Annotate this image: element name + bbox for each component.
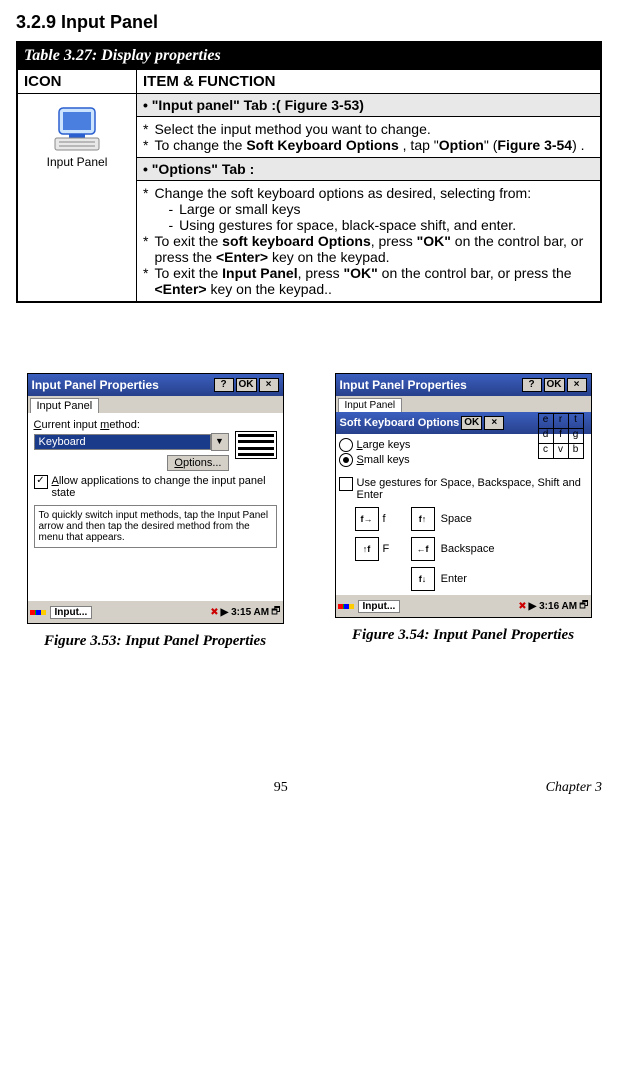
table-title: Table 3.27: Display properties [17,42,601,70]
gestures-label: Use gestures for Space, Backspace, Shift… [357,477,588,501]
help-button[interactable]: ? [214,378,234,392]
fig54-under-title: Input Panel Properties [340,378,520,392]
taskbar-button[interactable]: Input... [358,600,401,613]
fig53-tab[interactable]: Input Panel [30,398,100,413]
close-button[interactable]: × [484,416,504,430]
input-panel-tab-row: • "Input panel" Tab :( Figure 3-53) [137,94,602,117]
fig53-device: Input Panel Properties ? OK × Input Pane… [27,373,284,624]
gestures-checkbox[interactable] [339,477,353,491]
tray-icon[interactable]: ✖ [210,607,218,618]
allow-apps-checkbox[interactable]: ✓ [34,475,48,489]
fig54-title: Soft Keyboard Options [340,417,460,429]
close-button[interactable]: × [259,378,279,392]
tray-icon-2[interactable]: 🗗 [579,598,588,615]
gesture-grid: f→ff↑ Space ↑fF←f Backspace f↓ Enter [355,507,588,591]
fig54-device: Input Panel Properties ? OK × Input Pane… [335,373,592,618]
fig54-caption: Figure 3.54: Input Panel Properties [324,626,602,644]
ok-button[interactable]: OK [461,416,482,430]
ok-button[interactable]: OK [544,378,565,392]
small-keys-radio[interactable] [339,453,353,467]
ok-button[interactable]: OK [236,378,257,392]
section-heading: 3.2.9 Input Panel [16,12,602,33]
col-item-header: ITEM & FUNCTION [137,70,602,94]
display-properties-table: Table 3.27: Display properties ICON ITEM… [16,41,602,303]
icon-label: Input Panel [22,156,132,169]
dropdown-arrow-icon[interactable]: ▼ [211,433,229,451]
tray-icon[interactable]: ✖ [518,601,526,612]
clock: ▶ 3:15 AM [221,607,269,618]
clock: ▶ 3:16 AM [529,601,577,612]
start-icon-2 [36,610,46,615]
page-number: 95 [274,780,288,796]
key-preview: ert dfg cvb [538,414,583,459]
help-button[interactable]: ? [522,378,542,392]
col-icon-header: ICON [17,70,137,94]
large-keys-radio[interactable] [339,438,353,452]
keyboard-preview-icon [235,431,277,459]
fig54-under-tab: Input Panel [338,398,403,412]
options-content: Change the soft keyboard options as desi… [137,181,602,303]
options-tab-row: • "Options" Tab : [137,158,602,181]
close-button[interactable]: × [567,378,587,392]
input-method-select[interactable]: Keyboard [34,434,211,450]
allow-apps-label: Allow applications to change the input p… [52,475,277,499]
tray-icon-2[interactable]: 🗗 [271,604,280,621]
small-keys-label: Small keys [357,454,410,466]
current-input-label: Current input method: [34,419,277,431]
input-panel-content: Select the input method you want to chan… [137,117,602,158]
large-keys-label: Large keys [357,439,411,451]
options-button[interactable]: Options... [167,455,228,471]
fig53-title: Input Panel Properties [32,378,212,392]
fig53-caption: Figure 3.53: Input Panel Properties [16,632,294,650]
chapter-label: Chapter 3 [546,780,602,796]
start-icon-2 [344,604,354,609]
taskbar-button[interactable]: Input... [50,606,93,619]
hint-text: To quickly switch input methods, tap the… [34,505,277,548]
input-panel-icon [51,104,103,154]
